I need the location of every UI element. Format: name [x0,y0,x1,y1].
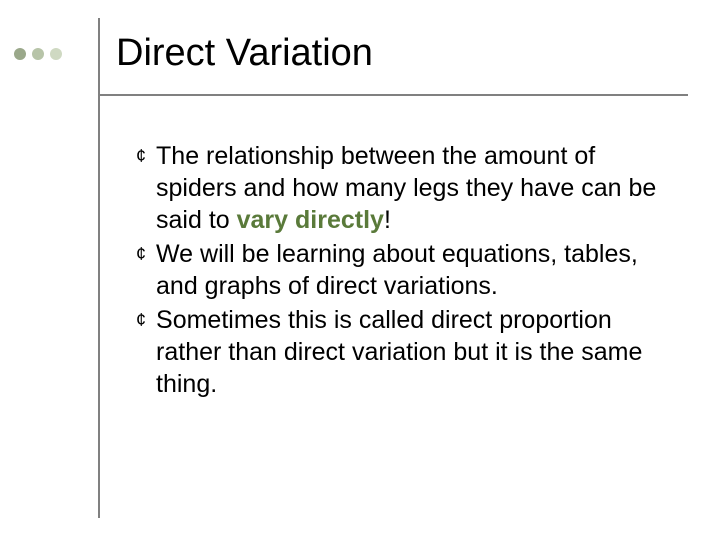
dot-2 [32,48,44,60]
slide-title: Direct Variation [116,32,373,75]
text-pre: We will be learning about equations, tab… [156,240,638,300]
dot-3 [50,48,62,60]
bullet-list: ¢ The relationship between the amount of… [136,140,676,402]
list-item: ¢ Sometimes this is called direct propor… [136,304,676,400]
bullet-marker: ¢ [136,304,146,336]
vertical-rule [98,18,100,518]
text-post: ! [384,206,391,234]
bullet-text: We will be learning about equations, tab… [156,238,676,302]
emphasis-text: vary directly [237,206,384,234]
bullet-text: Sometimes this is called direct proporti… [156,304,676,400]
text-pre: The relationship between the amount of s… [156,142,656,234]
horizontal-rule [98,94,688,96]
list-item: ¢ We will be learning about equations, t… [136,238,676,302]
text-pre: Sometimes this is called direct proporti… [156,306,642,398]
header-dots [14,48,62,60]
bullet-marker: ¢ [136,140,146,172]
dot-1 [14,48,26,60]
bullet-text: The relationship between the amount of s… [156,140,676,236]
bullet-marker: ¢ [136,238,146,270]
list-item: ¢ The relationship between the amount of… [136,140,676,236]
